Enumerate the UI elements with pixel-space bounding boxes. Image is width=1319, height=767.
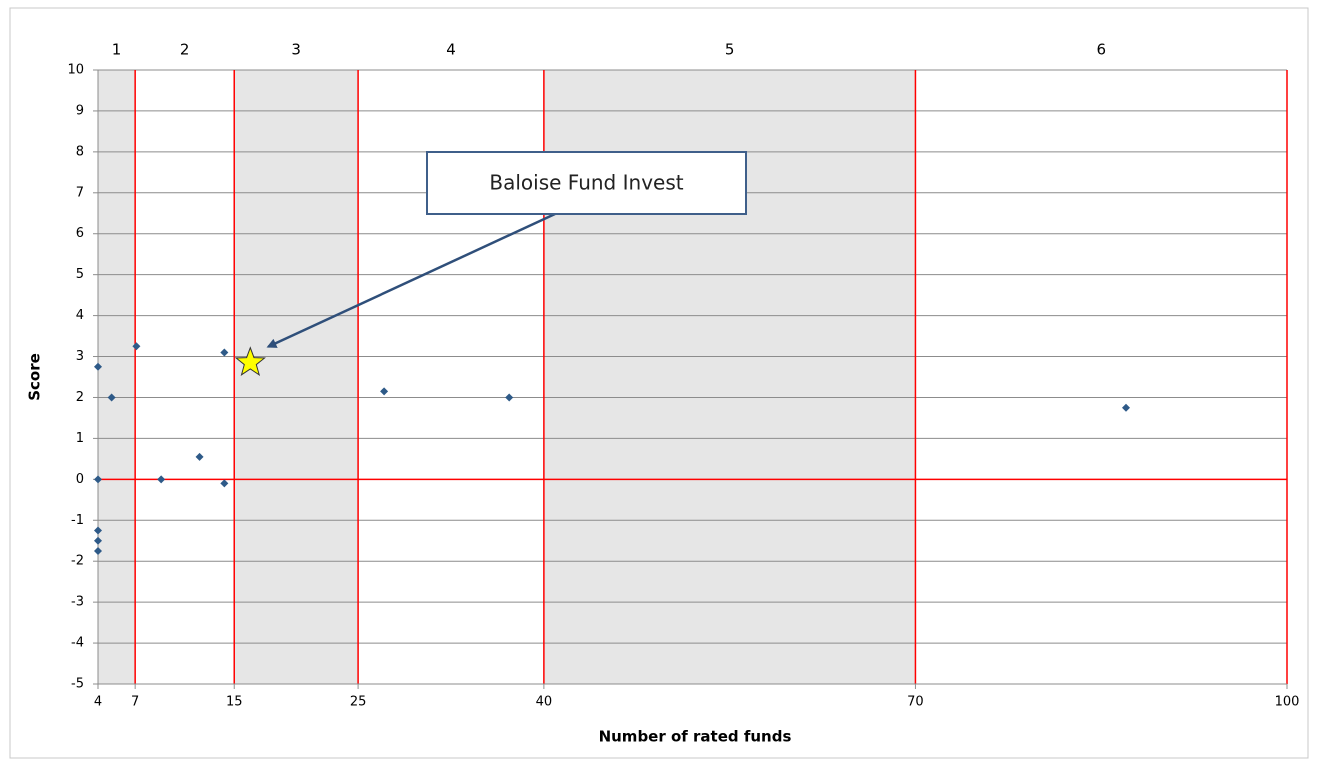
point bbox=[107, 393, 116, 402]
y-tick-label: 5 bbox=[76, 267, 84, 282]
band bbox=[98, 70, 136, 684]
x-tick-label: 40 bbox=[536, 695, 553, 710]
point bbox=[94, 362, 102, 371]
point bbox=[505, 393, 514, 402]
highlight-point bbox=[234, 346, 266, 376]
band bbox=[234, 70, 359, 684]
point bbox=[94, 546, 102, 555]
y-tick-label: 10 bbox=[67, 63, 84, 78]
y-tick-label: 8 bbox=[76, 144, 84, 159]
point bbox=[94, 526, 102, 535]
point bbox=[132, 342, 141, 351]
x-axis-title: Number of rated funds bbox=[599, 728, 792, 746]
annotation-arrow bbox=[266, 212, 556, 348]
point bbox=[220, 479, 229, 488]
y-axis-title: Score bbox=[26, 353, 44, 401]
y-tick-label: -4 bbox=[71, 636, 84, 651]
y-tick-label: 3 bbox=[76, 349, 84, 364]
band-label: 5 bbox=[725, 41, 735, 59]
point bbox=[94, 475, 102, 484]
x-tick-label: 70 bbox=[907, 695, 924, 710]
y-tick-label: 0 bbox=[76, 472, 84, 487]
y-tick-label: 4 bbox=[76, 308, 84, 323]
y-tick-label: 7 bbox=[76, 185, 84, 200]
band-label: 6 bbox=[1096, 41, 1106, 59]
x-tick-label: 25 bbox=[350, 695, 367, 710]
point bbox=[380, 387, 389, 396]
y-tick-label: -5 bbox=[71, 677, 84, 692]
point bbox=[94, 536, 102, 545]
y-tick-label: -1 bbox=[71, 513, 84, 528]
annotation-text: Baloise Fund Invest bbox=[489, 171, 683, 195]
x-tick-label: 15 bbox=[226, 695, 243, 710]
point bbox=[1121, 403, 1130, 412]
x-tick-label: 100 bbox=[1275, 695, 1300, 710]
band-label: 1 bbox=[112, 41, 122, 59]
point bbox=[220, 348, 229, 357]
y-tick-label: 6 bbox=[76, 226, 84, 241]
x-tick-label: 7 bbox=[131, 695, 139, 710]
y-tick-label: 9 bbox=[76, 103, 84, 118]
x-tick-label: 4 bbox=[94, 695, 102, 710]
band-label: 4 bbox=[446, 41, 456, 59]
y-tick-label: 1 bbox=[76, 431, 84, 446]
y-tick-label: -3 bbox=[71, 595, 84, 610]
band-label: 3 bbox=[291, 41, 301, 59]
point bbox=[157, 475, 166, 484]
point bbox=[195, 452, 204, 461]
y-tick-label: 2 bbox=[76, 390, 84, 405]
band-label: 2 bbox=[180, 41, 190, 59]
y-tick-label: -2 bbox=[71, 554, 84, 569]
annotation-box bbox=[426, 151, 747, 215]
